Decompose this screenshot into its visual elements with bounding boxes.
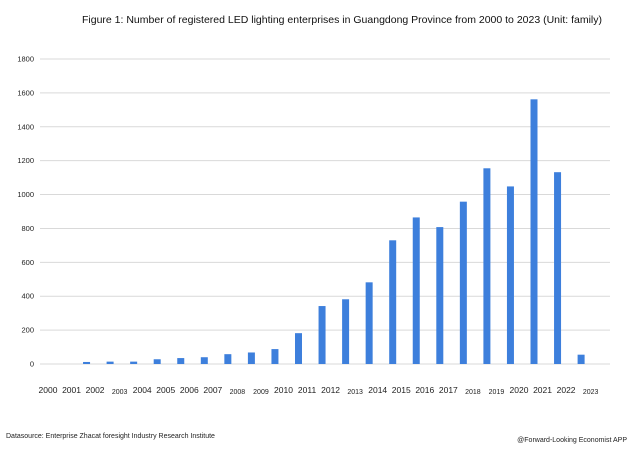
x-tick-label: 2022 xyxy=(557,385,576,395)
x-tick-label: 2019 xyxy=(489,389,505,396)
y-tick-label: 1600 xyxy=(17,88,34,97)
x-tick-label: 2008 xyxy=(230,389,246,396)
bar-2001 xyxy=(83,361,91,364)
bar-2018 xyxy=(483,168,491,364)
x-tick-label: 2014 xyxy=(368,385,387,395)
bar-2008 xyxy=(247,352,255,364)
bar-2019 xyxy=(506,186,514,364)
bar-2017 xyxy=(459,201,467,364)
x-tick-label: 2015 xyxy=(392,385,411,395)
gridlines xyxy=(40,58,610,365)
x-tick-label: 2001 xyxy=(62,385,81,395)
bar-2003 xyxy=(130,361,138,364)
x-tick-label: 2003 xyxy=(112,389,128,396)
x-tick-label: 2005 xyxy=(156,385,175,395)
x-tick-label: 2018 xyxy=(465,389,481,396)
bar-2021 xyxy=(554,172,562,364)
credit: @Forward-Looking Economist APP xyxy=(517,437,627,444)
bar-2006 xyxy=(200,357,208,364)
bar-2004 xyxy=(153,359,161,364)
y-tick-label: 1200 xyxy=(17,156,34,165)
x-tick-label: 2002 xyxy=(86,385,105,395)
x-tick-label: 2010 xyxy=(274,385,293,395)
bar-2005 xyxy=(177,358,185,364)
bar-2002 xyxy=(106,361,114,364)
y-tick-label: 1800 xyxy=(17,55,34,64)
x-tick-label: 2016 xyxy=(415,385,434,395)
x-tick-label: 2007 xyxy=(203,385,222,395)
bar-2013 xyxy=(365,282,373,364)
y-tick-label: 1400 xyxy=(17,122,34,131)
bar-2011 xyxy=(318,306,326,364)
x-tick-label: 2000 xyxy=(39,385,58,395)
y-tick-label: 600 xyxy=(21,258,34,267)
bar-2010 xyxy=(295,333,302,364)
x-tick-label: 2009 xyxy=(253,389,269,396)
bar-2022 xyxy=(577,354,585,364)
y-tick-label: 400 xyxy=(21,292,34,301)
y-tick-label: 1000 xyxy=(17,190,34,199)
x-tick-label: 2017 xyxy=(439,385,458,395)
y-axis-ticks: 0 200 400 600 800 1000 1200 1400 1600 1800 xyxy=(17,55,34,369)
y-tick-label: 0 xyxy=(30,360,34,369)
bar-2012 xyxy=(342,299,350,364)
x-tick-label: 2013 xyxy=(347,389,363,396)
bar-2014 xyxy=(389,240,397,364)
bar-2015 xyxy=(412,217,420,364)
x-tick-label: 2012 xyxy=(321,385,340,395)
bars xyxy=(83,99,585,365)
x-tick-label: 2020 xyxy=(510,385,529,395)
y-tick-label: 800 xyxy=(21,224,34,233)
x-tick-label: 2004 xyxy=(133,385,152,395)
bar-2020 xyxy=(530,99,538,365)
x-tick-label: 2006 xyxy=(180,385,199,395)
bar-2016 xyxy=(436,227,444,364)
bar-2007 xyxy=(224,354,232,364)
x-axis-ticks: 2000 2001 2002 2003 2004 2005 2006 2007 2008 2009… xyxy=(39,385,599,396)
y-tick-label: 200 xyxy=(21,326,34,335)
x-tick-label: 2011 xyxy=(298,385,317,395)
x-tick-label: 2023 xyxy=(583,389,599,396)
data-source: Datasource: Enterprise Zhacat foresight … xyxy=(6,433,215,440)
x-tick-label: 2021 xyxy=(533,385,552,395)
chart-title: Figure 1: Number of registered LED light… xyxy=(82,14,602,26)
bar-2009 xyxy=(271,349,279,364)
